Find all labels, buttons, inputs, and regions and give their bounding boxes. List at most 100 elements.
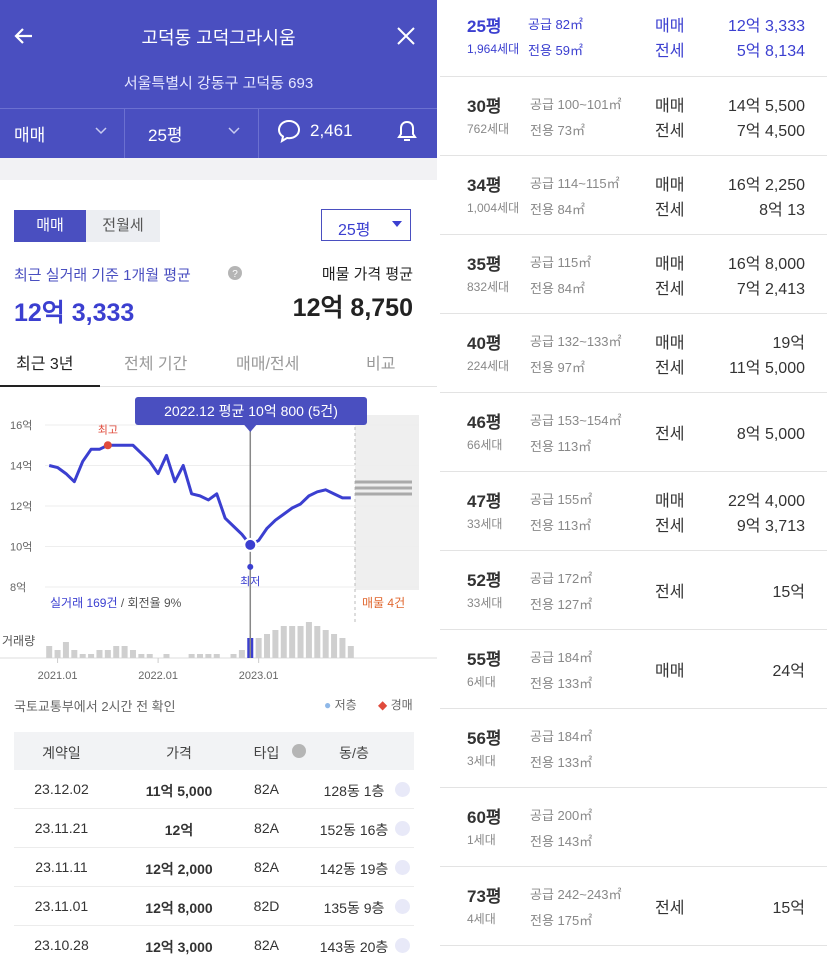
deal-price: 8억 13: [759, 202, 805, 219]
pyeong: 73평: [467, 887, 502, 906]
cell: 12억: [164, 822, 194, 838]
size-filter[interactable]: 25평: [148, 126, 183, 145]
listings-label: 매물 4건: [362, 596, 405, 610]
volume-bar: [163, 654, 170, 658]
supply: 공급 115㎡: [530, 255, 592, 270]
households: 832세대: [467, 280, 510, 294]
households: 33세대: [467, 517, 503, 531]
row-arrow[interactable]: [395, 782, 410, 797]
supply: 공급 153~154㎡: [530, 413, 622, 428]
pyeong: 34평: [467, 176, 502, 195]
households: 1세대: [467, 833, 496, 847]
volume-bar: [238, 650, 245, 658]
max-point: [103, 441, 112, 450]
volume-bar: [96, 650, 103, 658]
volume-bar: [289, 626, 296, 658]
volume-bar: [272, 630, 279, 658]
volume-bar: [88, 654, 95, 658]
size-row: 35평 공급 115㎡ 832세대 전용 84㎡ 매매 16억 8,000 전세 7억 2,4…: [440, 234, 827, 314]
deal-type: 매매: [655, 98, 685, 115]
y-tick-label: 12억: [10, 500, 32, 513]
volume-bar: [322, 630, 329, 658]
pyeong: 30평: [467, 97, 502, 116]
cell: 135동 9층: [323, 900, 385, 916]
size-row: 56평 공급 184㎡ 3세대 전용 133㎡: [440, 708, 827, 788]
deal-filter[interactable]: 매매: [14, 126, 46, 145]
volume-bar: [104, 650, 111, 658]
deal-price: 7억 2,413: [736, 281, 805, 298]
tab-active[interactable]: 최근 3년: [16, 356, 74, 373]
exclusive: 전용 97㎡: [530, 357, 585, 376]
cell: 128동 1층: [323, 783, 385, 799]
cell: 12억 8,000: [145, 900, 213, 916]
header-cell: 타입: [253, 745, 280, 761]
exclusive: 전용 73㎡: [530, 120, 585, 139]
deal-type: 매매: [655, 663, 685, 680]
deal-price: 9억 3,713: [736, 518, 805, 535]
supply: 공급 132~133㎡: [530, 334, 622, 349]
volume-bar: [54, 650, 61, 658]
supply: 공급 172㎡: [530, 571, 593, 586]
cell: 82D: [253, 898, 280, 914]
exclusive: 전용 143㎡: [530, 831, 593, 850]
row-arrow[interactable]: [395, 899, 410, 914]
tooltip: 2022.12 평균 10억 800 (5건): [164, 403, 338, 419]
supply: 공급 82㎡: [528, 17, 583, 32]
size-row: 30평 공급 100~101㎡ 762세대 전용 73㎡ 매매 14억 5,500 전세 7억…: [440, 76, 827, 156]
deal-price: 14억 5,500: [727, 98, 805, 115]
legend-label: 저층: [334, 698, 357, 712]
row-arrow[interactable]: [395, 821, 410, 836]
deals-count: 실거래 169건: [50, 596, 118, 610]
pyeong: 46평: [467, 413, 502, 432]
header-cell: 가격: [166, 745, 192, 761]
source: 국토교통부에서 2시간 전 확인: [14, 699, 176, 714]
deal-price: 7억 4,500: [736, 123, 805, 140]
pyeong: 40평: [467, 334, 502, 353]
table-row: 23.11.01 12억 8,000 82D 135동 9층: [14, 887, 414, 926]
deal-type: 매매: [655, 18, 685, 35]
comment-icon[interactable]: [276, 118, 302, 144]
volume-bar: [121, 646, 128, 658]
tab[interactable]: 매매/전세: [236, 356, 300, 373]
volume-bar: [230, 654, 237, 658]
exclusive: 전용 113㎡: [530, 515, 592, 534]
turnover: / 회전율 9%: [118, 596, 182, 610]
volume-bar: [339, 638, 346, 658]
tab[interactable]: 비교: [366, 356, 396, 373]
deal-price: 16억 2,250: [727, 177, 805, 194]
supply: 공급 100~101㎡: [530, 97, 622, 112]
toggle[interactable]: 전월세: [86, 210, 160, 242]
title: 고덕동 고덕그라시움: [141, 28, 296, 48]
deal-type: 전세: [655, 43, 685, 60]
exclusive: 전용 84㎡: [530, 199, 585, 218]
bell-icon[interactable]: [395, 119, 419, 145]
size-row: 52평 공급 172㎡ 33세대 전용 127㎡ 전세 15억: [440, 550, 827, 630]
tooltip-pointer: [244, 425, 257, 432]
size-select[interactable]: 25평: [321, 209, 411, 241]
volume-bar: [213, 654, 220, 658]
tab[interactable]: 전체 기간: [124, 356, 188, 373]
households: 224세대: [467, 359, 510, 373]
help-icon[interactable]: ?: [228, 266, 242, 280]
toggle-active[interactable]: 매매: [14, 210, 86, 242]
volume-bar: [331, 634, 338, 658]
legend-label: 경매: [390, 698, 413, 712]
households: 1,004세대: [467, 201, 520, 215]
close-icon[interactable]: [395, 25, 417, 47]
pyeong: 55평: [467, 650, 502, 669]
size-row: 25평 공급 82㎡ 1,964세대 전용 59㎡ 매매 12억 3,333 전세 5억 8,…: [440, 0, 827, 77]
row-arrow[interactable]: [395, 938, 410, 953]
volume-bar: [347, 646, 354, 658]
exclusive: 전용 133㎡: [530, 673, 593, 692]
cell: 152동 16층: [319, 822, 389, 838]
cell: 82A: [254, 937, 279, 953]
x-tick-label: 2022.01: [138, 670, 178, 682]
tab-divider: [0, 386, 437, 387]
cell: 142동 19층: [319, 861, 389, 877]
min-point: [243, 537, 258, 552]
deal-type: 매매: [655, 335, 685, 352]
row-arrow[interactable]: [395, 860, 410, 875]
back-icon[interactable]: [12, 24, 36, 48]
volume-bar: [79, 654, 86, 658]
